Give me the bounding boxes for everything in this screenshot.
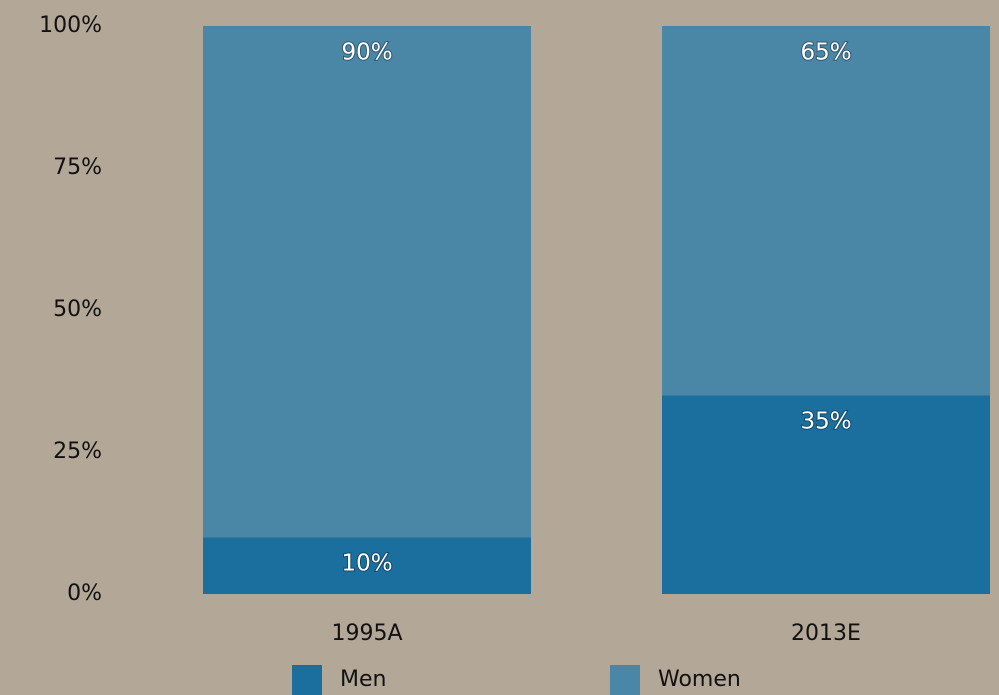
- legend-label: Women: [658, 667, 741, 692]
- legend-label: Men: [340, 667, 386, 692]
- x-tick-label: 1995A: [331, 621, 402, 646]
- bar-segment: [662, 395, 990, 594]
- value-label: 35%: [800, 409, 851, 435]
- legend-swatch: [610, 665, 640, 695]
- legend-swatch: [292, 665, 322, 695]
- value-label: 65%: [800, 40, 851, 66]
- y-tick-label: 25%: [53, 439, 102, 464]
- bar-segment: [203, 537, 531, 594]
- value-label: 90%: [341, 40, 392, 66]
- y-tick-label: 0%: [67, 581, 102, 606]
- x-tick-label: 2013E: [791, 621, 861, 646]
- value-label: 10%: [341, 551, 392, 577]
- y-tick-label: 100%: [39, 13, 102, 38]
- bar-segment: [662, 26, 990, 396]
- bar-segment: [203, 26, 531, 538]
- y-tick-label: 50%: [53, 297, 102, 322]
- y-tick-label: 75%: [53, 155, 102, 180]
